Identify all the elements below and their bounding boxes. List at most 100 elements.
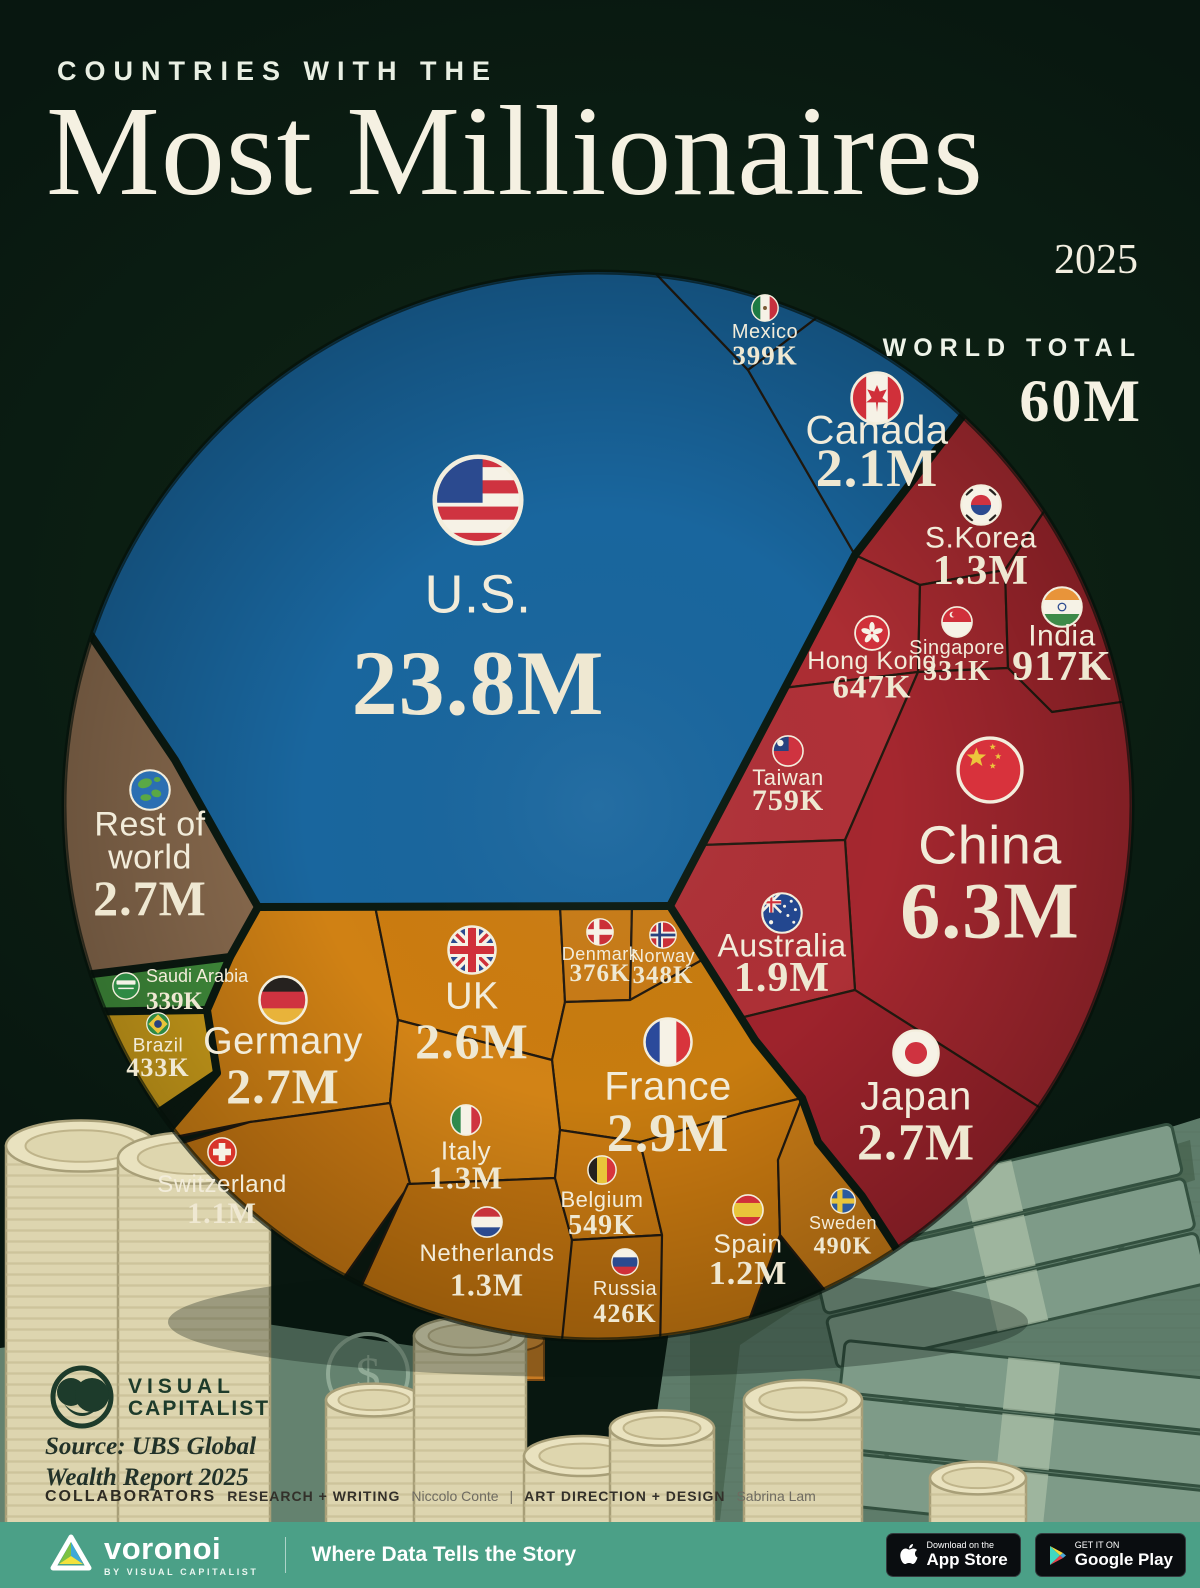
norway-name: Norway [630,946,696,967]
japan-name: Japan [860,1074,972,1119]
restofworld-value: 2.7M [93,870,207,926]
skorea-flag-icon [960,484,1002,526]
credit2-label: ART DIRECTION + DESIGN [524,1488,726,1504]
page-title: Most Millionaires [46,80,984,222]
bar-divider [284,1537,286,1573]
vc-word-2: CAPITALIST [128,1397,271,1421]
china-flag-icon [956,736,1024,804]
app-store-pre: Download on the [926,1540,995,1551]
france-flag-icon [643,1017,693,1067]
netherlands-name: Netherlands [419,1240,555,1268]
belgium-flag-icon [587,1155,617,1185]
canada-name: Canada [805,408,949,453]
switzerland-flag-icon [207,1137,237,1167]
world-total-value: 60M [1019,368,1142,434]
sweden-flag-icon [830,1188,856,1214]
source-line-1: Source: UBS Global [45,1433,257,1460]
france-value: 2.9M [606,1103,730,1163]
netherlands-value: 1.3M [449,1266,525,1303]
voronoi-brand: voronoi [104,1531,222,1566]
norway-value: 348K [632,962,694,989]
app-store-badge[interactable]: Download on the App Store [885,1533,1021,1577]
voronoi-brand-sub: BY VISUAL CAPITALIST [104,1567,259,1577]
brazil-flag-icon [146,1012,170,1036]
italy-name: Italy [440,1135,492,1166]
visual-capitalist-logo-icon [50,1365,114,1429]
singapore-value: 331K [923,656,991,687]
norway-flag-icon [649,921,677,949]
app-store-name: App Store [926,1549,1008,1569]
switzerland-name: Switzerland [157,1171,287,1199]
taiwan-flag-icon [772,735,804,767]
restofworld-name: Rest of world [94,805,206,877]
germany-name: Germany [203,1020,363,1063]
russia-value: 426K [593,1299,657,1328]
taiwan-value: 759K [751,784,825,817]
uk-value: 2.6M [415,1013,529,1069]
denmark-value: 376K [569,960,631,987]
saudiarabia-flag-icon [112,972,140,1000]
credit1-name: Niccolo Conte [411,1488,499,1504]
switzerland-value: 1.1M [187,1197,257,1230]
germany-value: 2.7M [226,1058,340,1114]
australia-flag-icon [761,892,803,934]
italy-value: 1.3M [428,1159,504,1196]
source-line-2: Wealth Report 2025 [45,1463,249,1491]
belgium-value: 549K [568,1210,636,1241]
google-play-pre: GET IT ON [1074,1540,1120,1551]
saudiarabia-name: Saudi Arabia [146,966,249,986]
japan-value: 2.7M [856,1114,976,1172]
us-flag-icon [432,454,524,546]
sweden-value: 490K [813,1233,873,1260]
spain-flag-icon [732,1194,764,1226]
google-play-name: Google Play [1074,1549,1173,1569]
mexico-value: 399K [732,340,798,371]
brazil-value: 433K [126,1053,190,1082]
india-name: India [1028,619,1096,653]
uk-flag-icon [447,925,497,975]
title-year: 2025 [1054,237,1138,283]
hongkong-value: 647K [832,669,912,706]
saudiarabia-value: 339K [146,988,203,1015]
china-value: 6.3M [900,867,1080,956]
hongkong-flag-icon [854,615,890,651]
canada-flag-icon [850,371,904,425]
world-total: WORLD TOTAL 60M [883,334,1142,436]
singapore-flag-icon [941,606,973,638]
germany-flag-icon [258,975,308,1025]
canada-value: 2.1M [815,438,939,498]
australia-value: 1.9M [733,955,831,1001]
hongkong-name: Hong Kong [807,646,937,675]
russia-flag-icon [611,1248,639,1276]
google-play-badge[interactable]: GET IT ON Google Play [1034,1533,1186,1577]
apple-icon [899,1544,918,1564]
source-note: Source: UBS Global Wealth Report 2025 [45,1432,256,1493]
us-value: 23.8M [351,632,605,734]
credit-separator: | [509,1488,514,1504]
uk-name: UK [445,975,499,1018]
sweden-name: Sweden [808,1213,878,1234]
skorea-name: S.Korea [925,521,1037,555]
mexico-flag-icon [751,294,779,322]
italy-flag-icon [450,1104,482,1136]
china-name: China [918,815,1062,876]
bottom-bar: voronoi BY VISUAL CAPITALIST Where Data … [0,1522,1200,1588]
india-value: 917K [1012,644,1112,690]
mexico-name: Mexico [731,321,799,344]
credit1-label: RESEARCH + WRITING [227,1488,401,1504]
play-icon [1049,1545,1066,1565]
denmark-flag-icon [586,918,614,946]
singapore-name: Singapore [909,637,1005,660]
bar-tagline: Where Data Tells the Story [311,1543,577,1566]
taiwan-name: Taiwan [752,765,824,791]
restofworld-flag-icon [129,769,171,811]
credit2-name: Sabrina Lam [736,1488,816,1504]
world-total-label: WORLD TOTAL [882,334,1142,362]
japan-flag-icon [892,1029,940,1077]
collaborators: COLLABORATORS RESEARCH + WRITING Niccolo… [45,1488,816,1506]
denmark-name: Denmark [561,944,639,965]
australia-name: Australia [717,927,847,964]
collaborators-label: COLLABORATORS [45,1488,217,1505]
